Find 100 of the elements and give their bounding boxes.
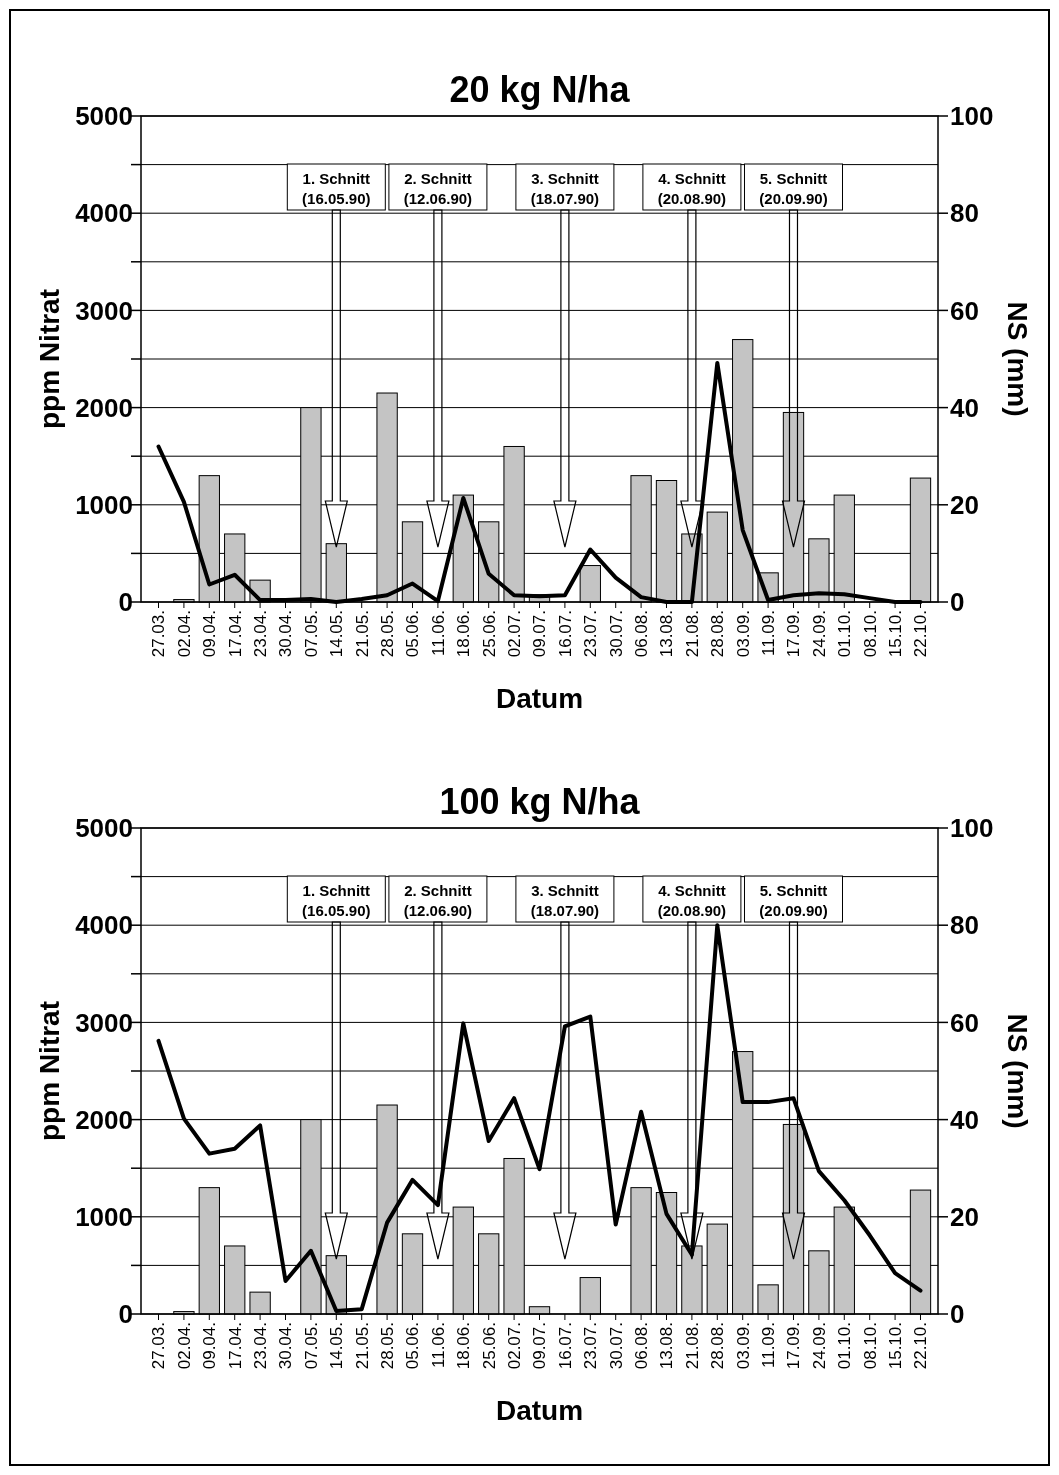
x-tick-label: 28.05. xyxy=(378,1322,398,1370)
x-tick-label: 16.07. xyxy=(555,1322,575,1370)
x-tick-label: 01.10. xyxy=(835,1322,855,1370)
x-tick-label: 30.04. xyxy=(276,610,296,658)
y2-tick-label: 0 xyxy=(950,1299,965,1330)
y-tick-label: 4000 xyxy=(75,198,133,229)
x-tick-label: 09.07. xyxy=(530,610,550,658)
y2-tick-label: 80 xyxy=(950,198,979,229)
x-tick-label: 05.06. xyxy=(403,610,423,658)
y-tick-label: 3000 xyxy=(75,1007,133,1038)
y2-tick-label: 20 xyxy=(950,1201,979,1232)
x-axis-title: Datum xyxy=(495,1395,584,1426)
x-tick-label: 25.06. xyxy=(479,1322,499,1370)
x-tick-label: 08.10. xyxy=(860,610,880,658)
chart-title: 20 kg N/ha xyxy=(449,69,631,110)
annotation: 2. Schnitt (12.06.90) xyxy=(403,170,473,207)
x-tick-label: 23.04. xyxy=(251,1322,271,1370)
x-tick-label: 05.06. xyxy=(403,1322,423,1370)
y-tick-label: 0 xyxy=(118,1299,133,1330)
y-tick-label: 2000 xyxy=(75,392,133,423)
annotation: 4. Schnitt (20.08.90) xyxy=(657,170,727,207)
x-tick-label: 11.09. xyxy=(759,610,779,657)
x-tick-label: 13.08. xyxy=(657,610,677,658)
x-tick-label: 23.07. xyxy=(581,610,601,658)
x-tick-label: 28.08. xyxy=(708,1322,728,1370)
x-tick-label: 24.09. xyxy=(809,1322,829,1370)
x-tick-label: 02.04. xyxy=(174,610,194,658)
y-tick-label: 5000 xyxy=(75,813,133,844)
y-tick-label: 2000 xyxy=(75,1104,133,1135)
x-tick-label: 01.10. xyxy=(835,610,855,658)
annotation: 3. Schnitt (18.07.90) xyxy=(530,882,600,919)
y2-tick-label: 40 xyxy=(950,1104,979,1135)
y2-tick-label: 60 xyxy=(950,295,979,326)
x-tick-label: 30.04. xyxy=(276,1322,296,1370)
x-tick-label: 06.08. xyxy=(632,610,652,658)
x-tick-label: 11.06. xyxy=(428,1322,448,1369)
y-tick-label: 4000 xyxy=(75,910,133,941)
x-tick-label: 17.04. xyxy=(225,610,245,658)
annotation: 1. Schnitt (16.05.90) xyxy=(302,170,371,207)
x-tick-label: 16.07. xyxy=(555,610,575,658)
x-tick-label: 07.05. xyxy=(301,1322,321,1370)
y2-tick-label: 100 xyxy=(950,101,994,132)
annotation: 5. Schnitt (20.09.90) xyxy=(759,170,828,207)
x-tick-label: 23.04. xyxy=(251,610,271,658)
x-tick-label: 23.07. xyxy=(581,1322,601,1370)
annotation: 2. Schnitt (12.06.90) xyxy=(403,882,473,919)
x-tick-label: 18.06. xyxy=(454,610,474,658)
y-axis-title: ppm Nitrat xyxy=(34,289,65,429)
x-tick-label: 30.07. xyxy=(606,1322,626,1370)
y2-axis-title: NS (mm) xyxy=(1002,1013,1033,1129)
x-tick-label: 22.10. xyxy=(911,610,931,658)
x-tick-label: 02.07. xyxy=(505,610,525,658)
x-tick-label: 07.05. xyxy=(301,610,321,658)
x-tick-label: 15.10. xyxy=(886,1322,906,1370)
x-tick-label: 17.09. xyxy=(784,610,804,658)
chart-title: 100 kg N/ha xyxy=(439,781,641,822)
y2-tick-label: 80 xyxy=(950,910,979,941)
y-tick-label: 3000 xyxy=(75,295,133,326)
y2-tick-label: 40 xyxy=(950,392,979,423)
annotation: 1. Schnitt (16.05.90) xyxy=(302,882,371,919)
annotation: 4. Schnitt (20.08.90) xyxy=(657,882,727,919)
x-tick-label: 21.08. xyxy=(682,610,702,658)
x-tick-label: 24.09. xyxy=(809,610,829,658)
x-tick-label: 27.03. xyxy=(149,1322,169,1370)
y-tick-label: 1000 xyxy=(75,489,133,520)
x-tick-label: 28.05. xyxy=(378,610,398,658)
x-tick-label: 21.05. xyxy=(352,1322,372,1370)
x-tick-label: 22.10. xyxy=(911,1322,931,1370)
x-tick-label: 09.07. xyxy=(530,1322,550,1370)
x-tick-label: 21.05. xyxy=(352,610,372,658)
y2-tick-label: 60 xyxy=(950,1007,979,1038)
x-tick-label: 02.04. xyxy=(174,1322,194,1370)
y-tick-label: 0 xyxy=(118,587,133,618)
x-tick-label: 25.06. xyxy=(479,610,499,658)
y-tick-label: 5000 xyxy=(75,101,133,132)
x-tick-label: 17.04. xyxy=(225,1322,245,1370)
x-tick-label: 09.04. xyxy=(200,610,220,658)
y2-tick-label: 20 xyxy=(950,489,979,520)
y2-tick-label: 0 xyxy=(950,587,965,618)
x-tick-label: 08.10. xyxy=(860,1322,880,1370)
y-tick-label: 1000 xyxy=(75,1201,133,1232)
x-tick-label: 21.08. xyxy=(682,1322,702,1370)
x-tick-label: 11.06. xyxy=(428,610,448,657)
x-tick-label: 17.09. xyxy=(784,1322,804,1370)
y2-tick-label: 100 xyxy=(950,813,994,844)
x-tick-label: 30.07. xyxy=(606,610,626,658)
x-tick-label: 06.08. xyxy=(632,1322,652,1370)
annotation: 5. Schnitt (20.09.90) xyxy=(759,882,828,919)
x-tick-label: 11.09. xyxy=(759,1322,779,1369)
x-tick-label: 28.08. xyxy=(708,610,728,658)
x-tick-label: 14.05. xyxy=(327,1322,347,1370)
x-tick-label: 03.09. xyxy=(733,610,753,658)
y2-axis-title: NS (mm) xyxy=(1002,301,1033,417)
annotation: 3. Schnitt (18.07.90) xyxy=(530,170,600,207)
x-tick-label: 13.08. xyxy=(657,1322,677,1370)
x-tick-label: 27.03. xyxy=(149,610,169,658)
x-tick-label: 18.06. xyxy=(454,1322,474,1370)
x-tick-label: 09.04. xyxy=(200,1322,220,1370)
x-tick-label: 14.05. xyxy=(327,610,347,658)
x-tick-label: 03.09. xyxy=(733,1322,753,1370)
